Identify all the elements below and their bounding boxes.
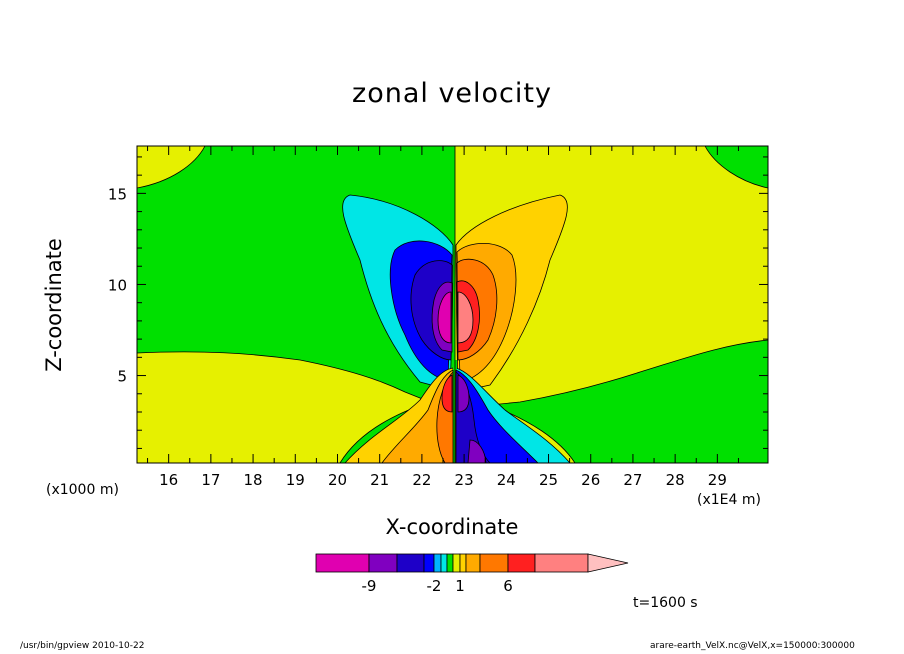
colorbar-segment — [507, 553, 536, 573]
x-axis-ticks: 16 17 18 19 20 21 22 23 24 25 26 27 28 29 — [147, 146, 739, 489]
colorbar: -9 -2 1 6 — [315, 553, 629, 595]
colorbar-segment — [315, 553, 370, 573]
colorbar-segment — [433, 553, 442, 573]
colorbar-segment — [479, 553, 509, 573]
x-tick-label: 17 — [201, 471, 220, 489]
colorbar-segment — [465, 553, 481, 573]
y-axis-ticks: 5 10 15 — [108, 156, 768, 449]
x-tick-label: 22 — [412, 471, 431, 489]
footer-right-text: arare-earth_VelX.nc@VelX,x=150000:300000 — [650, 641, 855, 651]
lobe-orange-lower-left — [381, 369, 454, 463]
lobe-purple-lower-right — [457, 374, 470, 413]
colorbar-segment — [440, 553, 448, 573]
x-tick-label: 23 — [455, 471, 474, 489]
x-tick-label: 19 — [286, 471, 305, 489]
colorbar-label: 1 — [455, 577, 465, 595]
x-tick-label: 28 — [666, 471, 685, 489]
x-axis-label: X-coordinate — [385, 515, 519, 539]
x-axis-unit: (x1E4 m) — [697, 492, 761, 508]
x-tick-label: 24 — [497, 471, 516, 489]
colorbar-extend-arrow — [587, 553, 629, 573]
x-tick-label: 29 — [708, 471, 727, 489]
y-tick-label: 15 — [108, 185, 127, 203]
colorbar-label: 6 — [503, 577, 513, 595]
colorbar-segment — [459, 553, 467, 573]
colorbar-label: -9 — [362, 577, 377, 595]
colorbar-segment — [534, 553, 589, 573]
contour-field — [137, 146, 768, 463]
y-tick-label: 5 — [117, 368, 127, 386]
x-tick-label: 27 — [623, 471, 642, 489]
lobe-red-lower-left — [441, 374, 453, 413]
lobe-pink-upper-right — [457, 291, 474, 344]
x-tick-label: 26 — [581, 471, 600, 489]
x-tick-label: 25 — [539, 471, 558, 489]
colorbar-segment — [446, 553, 454, 573]
x-tick-label: 21 — [370, 471, 389, 489]
region-green-lower-right — [489, 339, 768, 463]
chart-title: zonal velocity — [352, 78, 552, 109]
colorbar-segment — [452, 553, 461, 573]
lobe-magenta-upper-left — [437, 291, 452, 344]
colorbar-segment — [396, 553, 425, 573]
footer-left-text: /usr/bin/gpview 2010-10-22 — [20, 641, 145, 651]
region-yellow-top-left — [137, 146, 206, 189]
x-tick-label: 20 — [328, 471, 347, 489]
y-axis-unit: (x1000 m) — [46, 482, 119, 498]
x-tick-label: 16 — [159, 471, 178, 489]
region-yellow-lower-left — [137, 351, 432, 463]
colorbar-segment — [423, 553, 435, 573]
colorbar-label: -2 — [427, 577, 442, 595]
lobe-purple-bottom-right — [467, 439, 487, 463]
time-annotation: t=1600 s — [633, 595, 698, 611]
colorbar-segment — [368, 553, 398, 573]
plot-frame — [136, 145, 769, 464]
x-tick-label: 18 — [244, 471, 263, 489]
y-tick-label: 10 — [108, 276, 127, 294]
